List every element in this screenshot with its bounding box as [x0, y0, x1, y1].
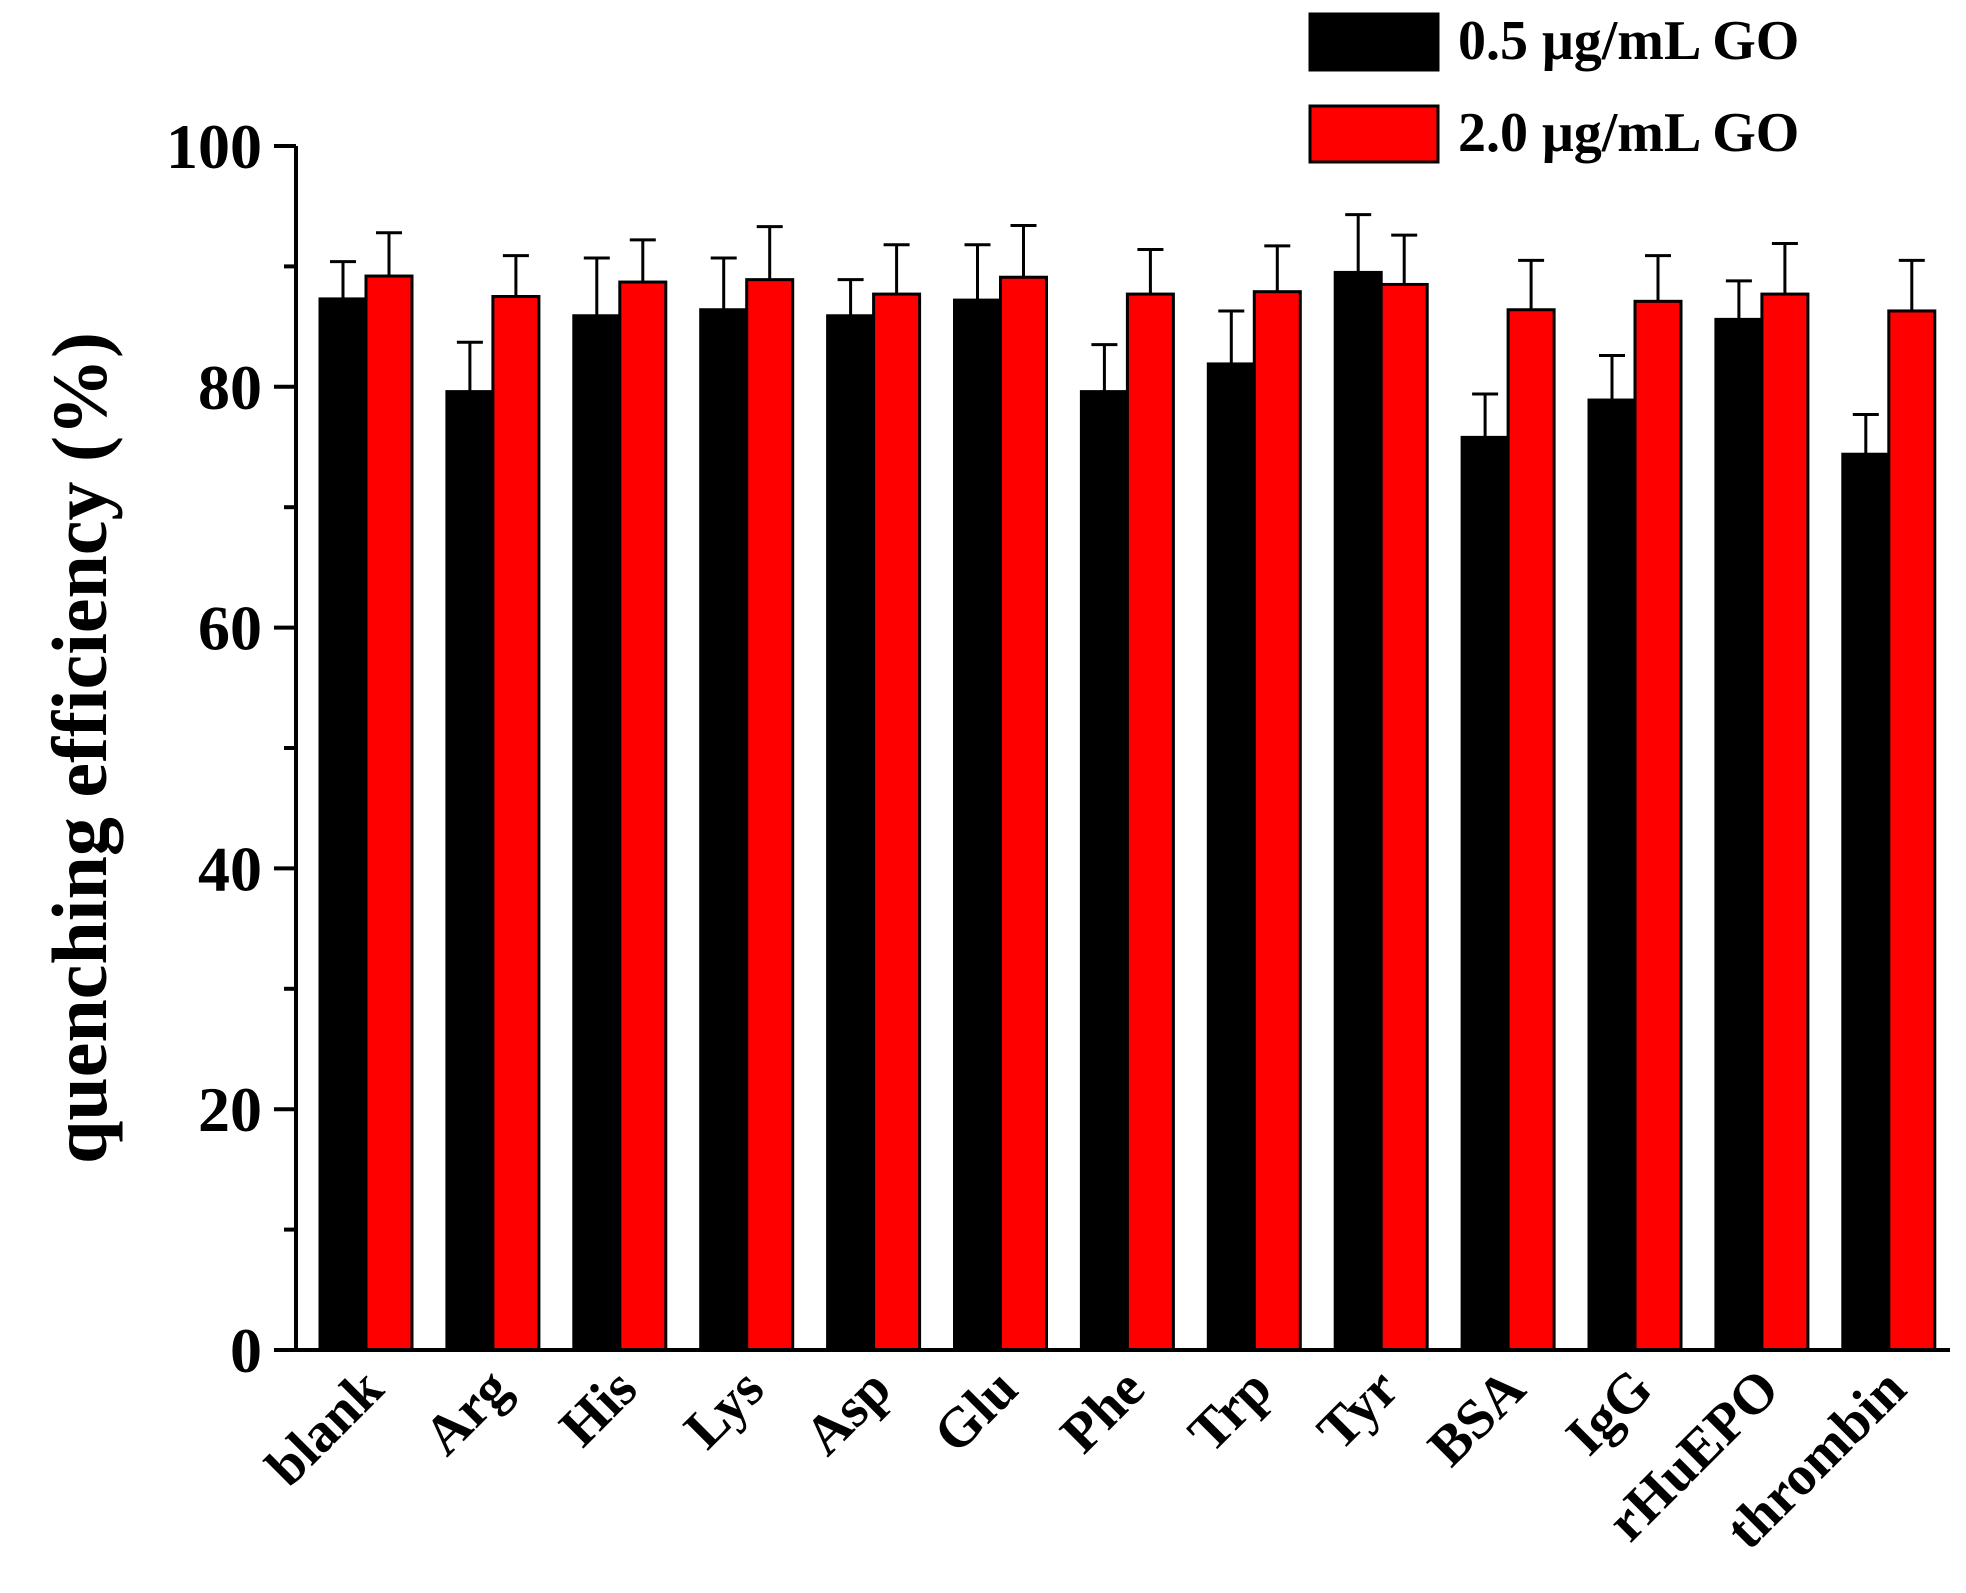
legend-entry: 2.0 μg/mL GO [1308, 102, 1799, 164]
bar-high-go-thrombin [1887, 309, 1937, 1352]
x-tick-label: blank [254, 1357, 395, 1498]
bar-high-go-asp [872, 292, 922, 1352]
bar-low-go-asp [826, 314, 876, 1352]
y-axis-title: quenching efficiency (%) [36, 332, 123, 1164]
bar-low-go-lys [699, 308, 749, 1352]
bar-low-go-tyr [1333, 270, 1383, 1352]
x-tick-label: Tyr [1306, 1357, 1411, 1462]
y-tick-label: 60 [198, 593, 262, 664]
x-tick-label: Phe [1049, 1357, 1157, 1465]
x-tick-label: His [548, 1357, 649, 1458]
bar-high-go-glu [999, 275, 1048, 1352]
error-bar-low-go-blank [330, 260, 356, 299]
bar-high-go-igg [1633, 299, 1683, 1352]
error-bar-high-go-trp [1264, 244, 1291, 292]
error-bar-high-go-igg [1645, 254, 1671, 302]
error-bar-high-go-rhuepo [1771, 242, 1798, 295]
error-bar-high-go-arg [502, 254, 529, 297]
error-bar-high-go-blank [376, 231, 402, 277]
bar-low-go-thrombin [1841, 452, 1891, 1352]
legend-label: 2.0 μg/mL GO [1458, 102, 1799, 164]
error-bar-high-go-thrombin [1898, 258, 1925, 311]
bar-low-go-igg [1587, 398, 1637, 1352]
x-tick-label: Glu [922, 1357, 1030, 1465]
error-bar-low-go-rhuepo [1725, 279, 1752, 320]
bar-high-go-blank [364, 274, 414, 1352]
y-tick-label: 20 [198, 1074, 262, 1145]
error-bar-high-go-tyr [1391, 233, 1418, 285]
y-tick-label: 0 [230, 1315, 262, 1386]
axes-layer [274, 144, 1950, 1352]
bar-high-go-his [618, 280, 668, 1352]
error-bar-low-go-his [583, 256, 610, 316]
bar-high-go-rhuepo [1760, 292, 1810, 1352]
bar-low-go-bsa [1460, 435, 1510, 1352]
bar-high-go-trp [1252, 290, 1302, 1352]
x-tick-label: Arg [412, 1357, 522, 1467]
error-bar-high-go-phe [1137, 248, 1164, 295]
error-bar-low-go-glu [964, 243, 991, 301]
error-bar-low-go-igg [1599, 353, 1625, 401]
bar-low-go-his [572, 314, 622, 1352]
bar-high-go-arg [491, 295, 541, 1352]
error-bar-low-go-arg [456, 340, 483, 392]
error-bar-low-go-bsa [1472, 392, 1499, 438]
bar-low-go-phe [1079, 390, 1129, 1352]
bars-layer [318, 270, 1937, 1352]
legend-swatch [1308, 104, 1440, 164]
legend-swatch [1308, 12, 1440, 72]
x-tick-label: Trp [1177, 1357, 1284, 1464]
error-bar-high-go-bsa [1518, 258, 1545, 310]
y-tick-label: 100 [166, 111, 262, 182]
bar-low-go-arg [445, 390, 495, 1352]
error-bar-high-go-asp [883, 243, 910, 295]
error-bar-low-go-tyr [1345, 213, 1372, 273]
error-bar-high-go-lys [756, 225, 783, 280]
bar-high-go-bsa [1506, 308, 1556, 1352]
bar-low-go-rhuepo [1714, 317, 1764, 1352]
error-bar-low-go-lys [710, 256, 737, 310]
x-tick-label: Lys [673, 1357, 776, 1460]
legend: 0.5 μg/mL GO 2.0 μg/mL GO [1308, 10, 1799, 164]
x-tick-label: IgG [1554, 1357, 1664, 1467]
bar-low-go-blank [318, 297, 368, 1352]
bar-low-go-trp [1206, 362, 1256, 1352]
x-tick-label: BSA [1416, 1357, 1537, 1478]
legend-entry: 0.5 μg/mL GO [1308, 10, 1799, 72]
legend-label: 0.5 μg/mL GO [1458, 10, 1799, 72]
error-bar-high-go-glu [1010, 223, 1037, 278]
bar-high-go-phe [1125, 292, 1175, 1352]
x-tick-label: Asp [793, 1357, 903, 1467]
error-bar-high-go-his [629, 238, 656, 283]
error-bar-low-go-phe [1091, 343, 1118, 392]
bar-high-go-lys [745, 278, 795, 1352]
y-tick-label: 40 [198, 833, 262, 904]
bar-low-go-glu [953, 298, 1002, 1352]
error-bar-low-go-asp [837, 278, 864, 316]
y-tick-label: 80 [198, 352, 262, 423]
bar-high-go-tyr [1379, 282, 1429, 1352]
error-bar-low-go-thrombin [1852, 412, 1879, 455]
error-bar-low-go-trp [1218, 309, 1245, 364]
error-bars-layer [330, 213, 1925, 455]
